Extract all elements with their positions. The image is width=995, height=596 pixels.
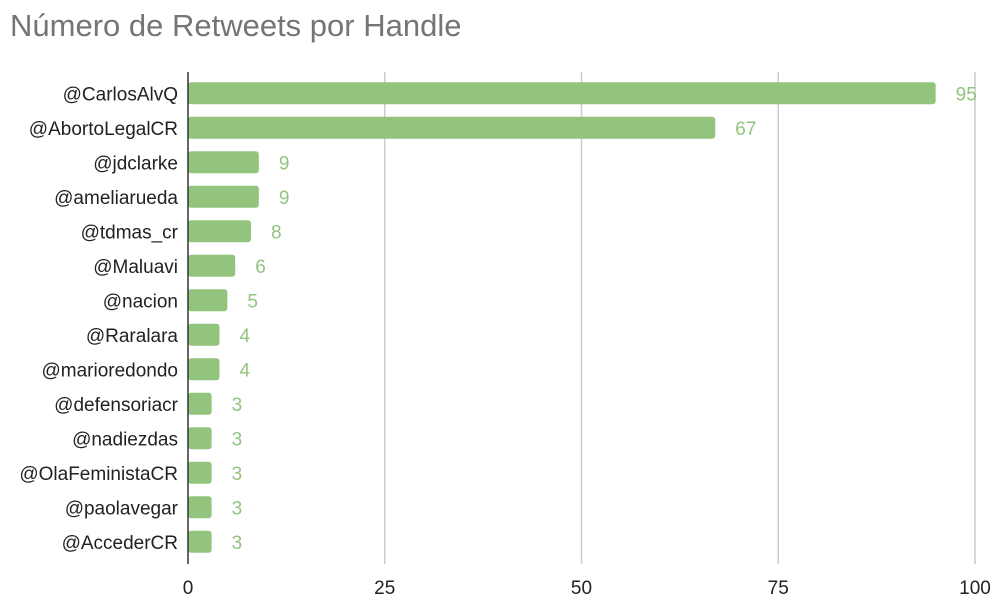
data-label: 8 (271, 222, 282, 243)
data-label: 3 (232, 464, 243, 485)
category-label: @OlaFeministaCR (19, 464, 178, 485)
category-label: @CarlosAlvQ (63, 84, 178, 105)
x-tick-label: 50 (571, 578, 592, 596)
bar (188, 254, 236, 277)
category-label: @ameliarueda (54, 188, 178, 209)
data-label: 3 (232, 395, 243, 416)
bar (188, 289, 228, 312)
x-tick-label: 75 (768, 578, 789, 596)
category-label: @paolavegar (65, 498, 179, 519)
data-label: 3 (232, 498, 243, 519)
category-label: @marioredondo (41, 360, 178, 381)
bars (188, 82, 936, 553)
category-label: @defensoriacr (54, 395, 179, 416)
data-label: 4 (239, 326, 250, 347)
bar (188, 530, 212, 553)
bar (188, 427, 212, 450)
category-label: @AbortoLegalCR (29, 119, 178, 140)
data-label: 9 (279, 153, 290, 174)
category-label: @nacion (103, 291, 178, 312)
data-label: 6 (255, 257, 266, 278)
data-label: 3 (232, 429, 243, 450)
category-label: @AccederCR (62, 533, 178, 554)
gridlines (384, 72, 976, 564)
bar (188, 116, 716, 139)
chart-title: Número de Retweets por Handle (10, 8, 462, 43)
bar (188, 323, 220, 346)
data-label: 5 (247, 291, 258, 312)
category-label: @nadiezdas (72, 429, 178, 450)
bar (188, 151, 259, 174)
data-label: 9 (279, 188, 290, 209)
data-label: 4 (239, 360, 250, 381)
data-label: 67 (735, 119, 756, 140)
labels: 0 25 50 75 100@CarlosAlvQ 95@AbortoLegalCR 67@… (19, 84, 991, 596)
bar (188, 392, 212, 415)
bar (188, 220, 251, 243)
x-tick-label: 100 (959, 578, 991, 596)
category-label: @jdclarke (93, 153, 178, 174)
bar (188, 185, 259, 208)
bar (188, 358, 220, 381)
category-label: @Raralara (86, 326, 179, 347)
bar (188, 82, 936, 105)
category-label: @Maluavi (93, 257, 178, 278)
x-tick-label: 25 (374, 578, 395, 596)
data-label: 3 (232, 533, 243, 554)
bar (188, 496, 212, 519)
bar (188, 461, 212, 484)
x-tick-label: 0 (183, 578, 194, 596)
data-label: 95 (956, 84, 977, 105)
category-label: @tdmas_cr (81, 222, 179, 243)
